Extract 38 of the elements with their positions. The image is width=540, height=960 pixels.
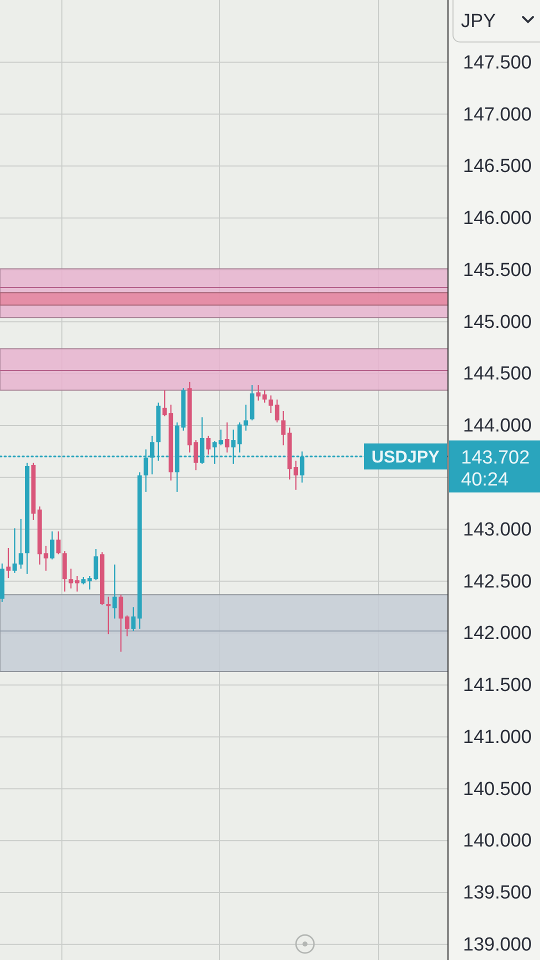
text: 40:24 bbox=[461, 469, 509, 490]
y-tick-label: 142.000 bbox=[463, 623, 532, 644]
y-tick-label: 146.000 bbox=[463, 208, 532, 230]
candlestick bbox=[206, 435, 211, 456]
y-tick-label: 140.000 bbox=[463, 830, 532, 852]
candlestick bbox=[224, 422, 230, 454]
y-tick-label: 146.500 bbox=[463, 156, 532, 178]
candlestick bbox=[112, 564, 117, 620]
y-axis-title: JPY bbox=[461, 11, 496, 32]
y-tick-label: 144.000 bbox=[463, 416, 532, 437]
y-tick-label: 141.000 bbox=[463, 726, 532, 748]
ref-line-label: 143.702 bbox=[461, 447, 530, 468]
candlestick bbox=[56, 530, 61, 555]
candlestick bbox=[274, 398, 280, 423]
y-tick-label: 147.500 bbox=[463, 52, 532, 74]
candlestick bbox=[74, 575, 80, 592]
candlestick bbox=[6, 547, 11, 579]
candlestick bbox=[118, 594, 124, 652]
y-tick-label: 141.500 bbox=[463, 675, 532, 696]
y-tick-label: 139.000 bbox=[463, 934, 532, 956]
candlestick bbox=[268, 394, 274, 414]
y-tick-label: 145.500 bbox=[463, 260, 532, 281]
y-tick-label: 143.000 bbox=[463, 519, 532, 540]
candlestick bbox=[124, 614, 130, 637]
y-tick-label: 144.500 bbox=[463, 364, 532, 385]
annotation: USDJPY bbox=[371, 447, 440, 466]
y-tick-label: 147.000 bbox=[463, 104, 532, 126]
candlestick bbox=[262, 390, 267, 404]
candlestick bbox=[50, 530, 54, 560]
y-tick-label: 140.500 bbox=[463, 778, 532, 800]
candlestick bbox=[281, 410, 286, 446]
candlestick bbox=[68, 568, 74, 590]
y-tick-label: 139.500 bbox=[463, 882, 532, 904]
y-tick-label: 142.500 bbox=[463, 571, 532, 592]
candlestick bbox=[131, 606, 136, 632]
y-tick-label: 145.000 bbox=[463, 312, 532, 333]
candlestick bbox=[256, 384, 261, 402]
candlestick bbox=[106, 596, 111, 635]
